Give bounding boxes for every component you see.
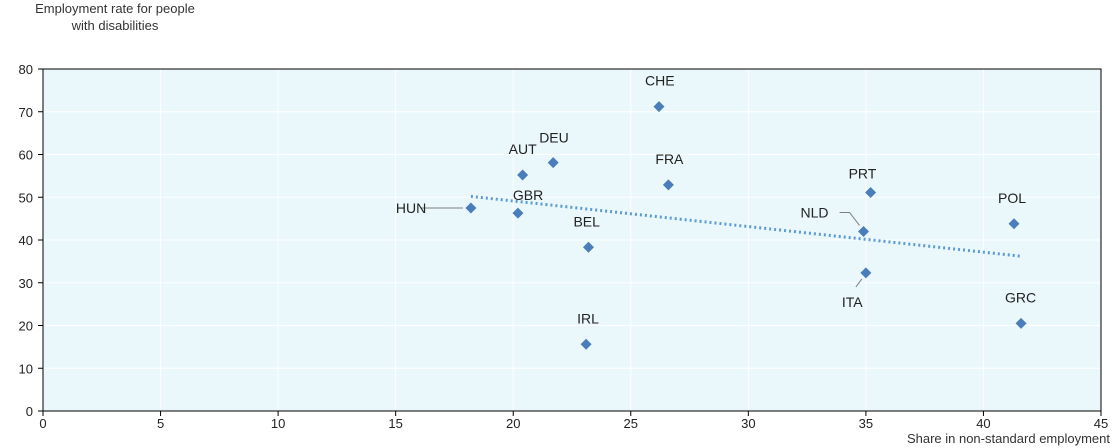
y-tick-label: 40 (19, 233, 33, 248)
y-tick-label: 20 (19, 319, 33, 334)
leader-line-nld (839, 211, 860, 226)
x-axis-title: Share in non-standard employment (907, 431, 1110, 446)
point-label-prt: PRT (849, 166, 877, 182)
data-point-pol (1008, 218, 1020, 230)
y-axis-title-line2: with disabilities (71, 18, 159, 33)
x-tick-label: 45 (1094, 416, 1108, 431)
data-point-ita (860, 267, 872, 279)
point-label-aut: AUT (509, 141, 537, 157)
data-point-fra (662, 179, 674, 191)
y-tick-label: 50 (19, 190, 33, 205)
data-point-irl (580, 338, 592, 350)
point-label-fra: FRA (655, 151, 684, 167)
trendline (470, 194, 1022, 258)
point-label-irl: IRL (577, 310, 599, 326)
x-tick-label: 10 (271, 416, 285, 431)
point-label-deu: DEU (539, 130, 569, 146)
y-axis-title: Employment rate for people with disabili… (0, 0, 230, 34)
y-tick-label: 70 (19, 105, 33, 120)
x-tick-label: 5 (157, 416, 164, 431)
point-label-pol: POL (998, 190, 1026, 206)
point-label-hun: HUN (396, 200, 426, 216)
x-tick-label: 25 (624, 416, 638, 431)
point-label-gbr: GBR (513, 187, 543, 203)
y-tick-label: 30 (19, 276, 33, 291)
leader-line-ita (855, 278, 863, 288)
point-label-che: CHE (645, 73, 675, 89)
x-tick-label: 35 (859, 416, 873, 431)
x-tick-label: 15 (388, 416, 402, 431)
point-label-ita: ITA (842, 294, 863, 310)
data-point-nld (858, 225, 870, 237)
data-point-hun (465, 202, 477, 214)
y-tick-label: 0 (26, 404, 33, 419)
data-point-prt (865, 187, 877, 199)
point-label-grc: GRC (1005, 289, 1036, 305)
y-axis-title-line1: Employment rate for people (35, 1, 195, 16)
data-point-aut (517, 169, 529, 181)
y-tick-label: 10 (19, 361, 33, 376)
point-label-bel: BEL (573, 213, 600, 229)
data-point-bel (582, 241, 594, 253)
y-tick-label: 80 (19, 62, 33, 77)
data-point-grc (1015, 317, 1027, 329)
data-point-deu (547, 157, 559, 169)
x-tick-label: 20 (506, 416, 520, 431)
x-tick-label: 0 (39, 416, 46, 431)
data-point-che (653, 101, 665, 113)
y-tick-label: 60 (19, 148, 33, 163)
point-label-nld: NLD (801, 204, 829, 220)
data-point-gbr (512, 207, 524, 219)
x-tick-label: 40 (976, 416, 990, 431)
x-tick-label: 30 (741, 416, 755, 431)
